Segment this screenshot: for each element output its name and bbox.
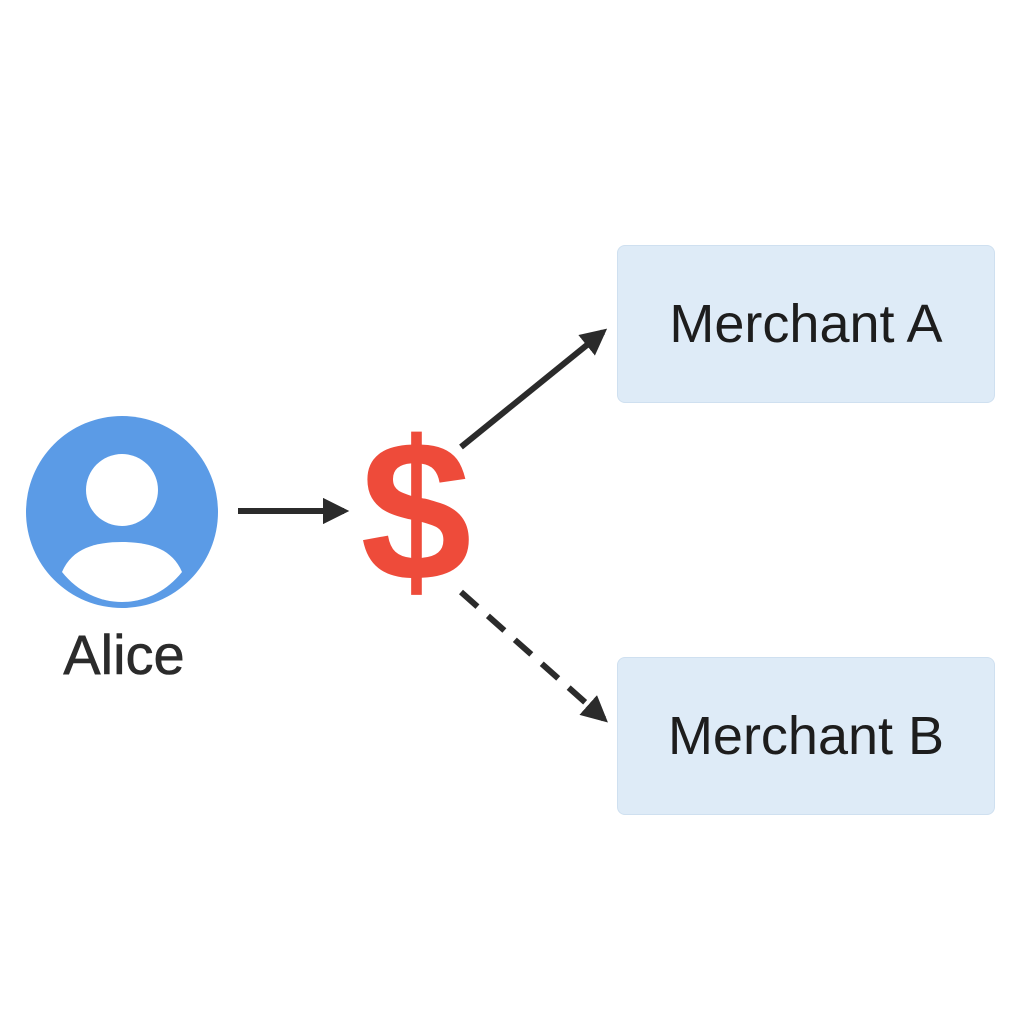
dollar-icon: $ — [360, 400, 472, 623]
arrow-payment-to-merchant-b — [459, 589, 608, 723]
arrow-payment-to-merchant-a — [459, 328, 608, 450]
user-avatar-icon — [26, 416, 218, 608]
person-label: Alice — [63, 623, 185, 687]
merchant-a-node: Merchant A — [617, 245, 995, 403]
merchant-b-node: Merchant B — [617, 657, 995, 815]
